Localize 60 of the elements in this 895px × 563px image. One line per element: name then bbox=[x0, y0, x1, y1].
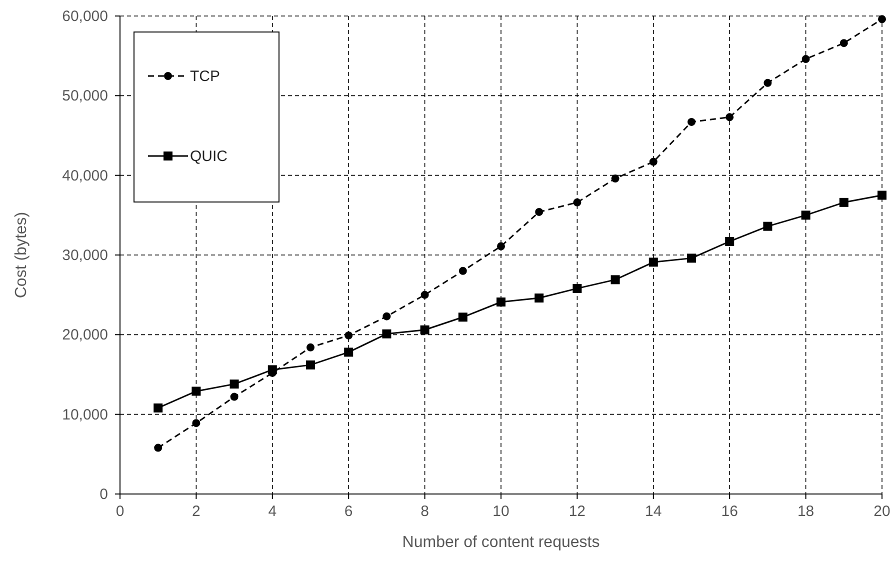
point bbox=[725, 236, 734, 246]
point bbox=[535, 208, 544, 216]
x-tick-label: 10 bbox=[492, 503, 510, 520]
x-tick-label: 18 bbox=[797, 503, 814, 520]
point bbox=[839, 198, 848, 207]
x-tick-label: 20 bbox=[874, 503, 890, 520]
point bbox=[878, 190, 886, 200]
y-tick-label: 0 bbox=[100, 486, 108, 503]
point bbox=[344, 331, 353, 340]
point bbox=[572, 284, 582, 293]
point bbox=[420, 290, 429, 299]
point bbox=[573, 198, 582, 206]
point bbox=[230, 380, 239, 389]
point bbox=[458, 266, 467, 275]
x-tick-label: 14 bbox=[645, 503, 662, 520]
point bbox=[497, 242, 505, 250]
point bbox=[610, 275, 620, 284]
x-tick-label: 6 bbox=[344, 503, 353, 520]
point bbox=[534, 294, 544, 303]
point bbox=[154, 403, 163, 412]
y-tick-label: 30,000 bbox=[62, 247, 108, 264]
x-tick-label: 2 bbox=[192, 503, 200, 520]
point bbox=[648, 258, 658, 267]
point bbox=[649, 158, 658, 166]
x-tick-label: 0 bbox=[116, 503, 124, 520]
point bbox=[230, 392, 238, 401]
legend-label: TCP bbox=[190, 68, 220, 85]
point bbox=[764, 78, 772, 87]
point bbox=[306, 360, 315, 370]
point bbox=[802, 55, 810, 64]
x-tick-label: 16 bbox=[721, 503, 738, 520]
point bbox=[763, 222, 772, 231]
point bbox=[382, 329, 392, 338]
y-axis-title: Cost (bytes) bbox=[13, 212, 30, 298]
x-tick-label: 12 bbox=[568, 503, 586, 520]
x-axis-title: Number of content requests bbox=[402, 534, 600, 551]
point bbox=[344, 348, 354, 357]
legend-label: QUIC bbox=[190, 148, 228, 165]
y-tick-label: 10,000 bbox=[62, 406, 108, 424]
point bbox=[192, 386, 201, 396]
point bbox=[726, 113, 734, 122]
point bbox=[687, 254, 696, 263]
point bbox=[801, 210, 810, 220]
y-tick-label: 40,000 bbox=[62, 167, 108, 184]
y-tick-label: 50,000 bbox=[62, 88, 108, 105]
y-tick-label: 60,000 bbox=[62, 8, 108, 25]
point bbox=[382, 312, 391, 320]
point bbox=[306, 343, 314, 352]
point bbox=[878, 15, 886, 24]
point bbox=[688, 118, 696, 126]
point bbox=[496, 298, 506, 307]
point bbox=[458, 312, 468, 322]
x-tick-label: 4 bbox=[268, 503, 277, 520]
point bbox=[840, 39, 848, 48]
point bbox=[420, 325, 430, 334]
point bbox=[154, 444, 162, 452]
point bbox=[192, 419, 200, 428]
y-tick-label: 20,000 bbox=[62, 326, 108, 344]
point bbox=[611, 174, 620, 183]
x-tick-label: 8 bbox=[420, 503, 429, 520]
